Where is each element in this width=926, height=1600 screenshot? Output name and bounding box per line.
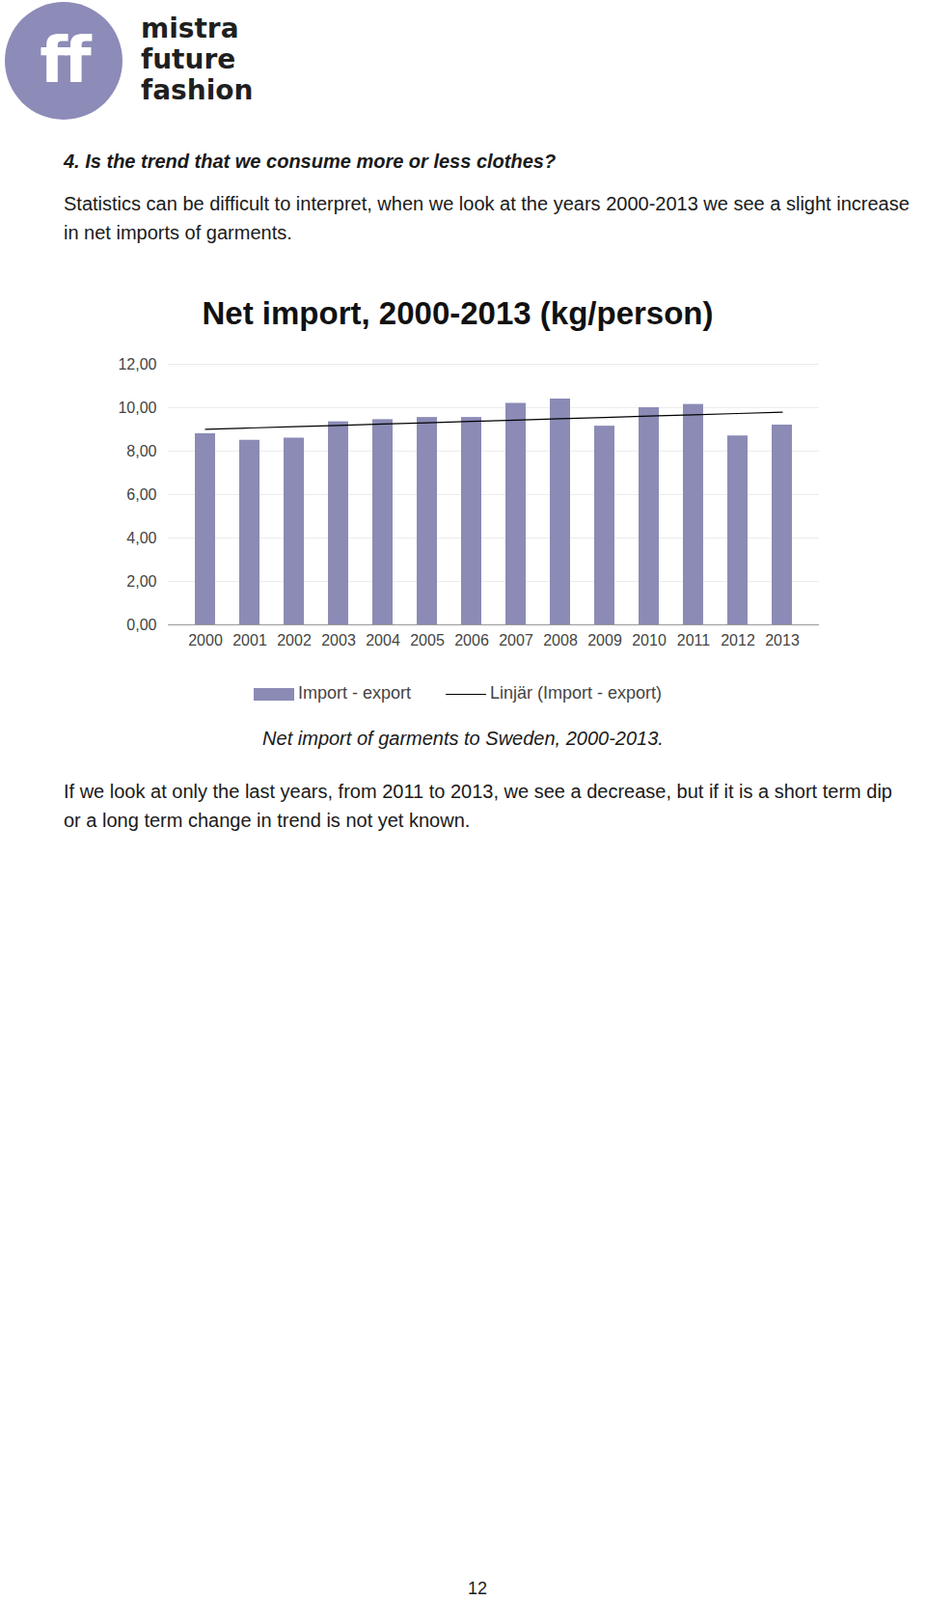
svg-text:2003: 2003	[321, 631, 356, 649]
html-text:4. Is the trend that we consum: 4. Is the trend that we consume more or …	[63, 150, 556, 172]
svg-text:10,00: 10,00	[117, 399, 157, 416]
html-text:ff: ff	[39, 23, 88, 98]
html-text:future: future	[140, 43, 236, 76]
svg-text:2006: 2006	[454, 631, 490, 649]
html-text:If we look at only the last ye: If we look at only the last years, from …	[63, 780, 893, 831]
svg-text:2008: 2008	[543, 631, 578, 649]
svg-text:4,00: 4,00	[126, 529, 157, 546]
svg-text:2,00: 2,00	[126, 572, 157, 590]
html-text:Statistics can be difficult to: Statistics can be difficult to interpret…	[63, 192, 910, 244]
html-text:Linjär (Import - export): Linjär (Import - export)	[490, 682, 662, 703]
svg-text:6,00: 6,00	[126, 486, 157, 503]
svg-text:2012: 2012	[720, 631, 756, 649]
svg-text:8,00: 8,00	[126, 442, 157, 460]
svg-text:2013: 2013	[764, 631, 800, 649]
html-text:12: 12	[467, 1578, 488, 1598]
svg-text:2000: 2000	[188, 631, 223, 649]
html-text:Net import, 2000-2013 (kg/pers: Net import, 2000-2013 (kg/person)	[202, 295, 714, 331]
svg-text:2009: 2009	[587, 631, 623, 649]
html-text:fashion: fashion	[140, 74, 254, 107]
svg-text:0,00: 0,00	[126, 616, 157, 633]
svg-text:2007: 2007	[498, 631, 534, 649]
svg-text:2004: 2004	[365, 631, 401, 649]
svg-text:2002: 2002	[276, 631, 312, 649]
html-text:Import - export: Import - export	[297, 682, 411, 703]
svg-text:2010: 2010	[631, 631, 667, 649]
svg-text:2005: 2005	[409, 631, 445, 649]
svg-text:2001: 2001	[232, 631, 268, 649]
html-text:Net import of garments to Swed: Net import of garments to Sweden, 2000-2…	[262, 727, 664, 749]
svg-text:2011: 2011	[677, 631, 711, 649]
svg-text:12,00: 12,00	[117, 355, 157, 373]
html-text:mistra: mistra	[140, 12, 239, 45]
